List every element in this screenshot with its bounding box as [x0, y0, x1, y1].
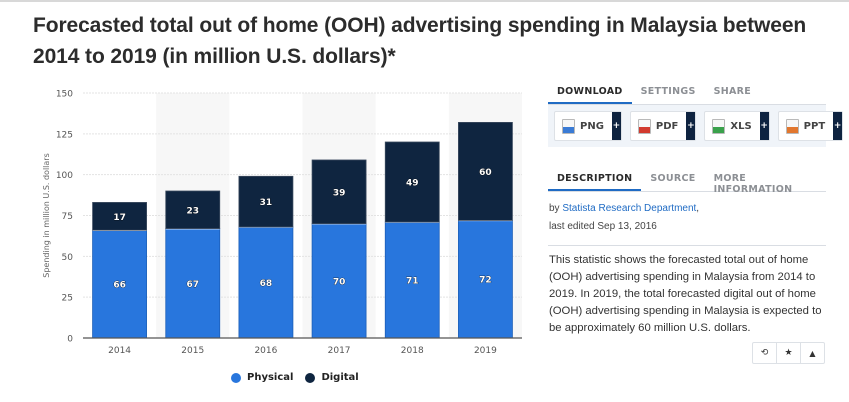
download-png-button[interactable]: PNG +	[554, 111, 622, 141]
star-icon: ★	[784, 348, 793, 358]
data-label: 71	[406, 277, 419, 287]
tab-source[interactable]: SOURCE	[650, 173, 696, 184]
history-button[interactable]: ⟲	[753, 343, 777, 363]
download-buttons: PNG + PDF + XLS + PPT +	[548, 105, 844, 147]
plus-icon[interactable]: +	[611, 112, 621, 140]
author-link[interactable]: Statista Research Department	[562, 203, 697, 214]
legend-item-physical[interactable]: Physical	[231, 372, 293, 383]
legend-label-digital: Digital	[321, 372, 359, 383]
bar-digital	[311, 159, 367, 225]
bar-physical	[165, 228, 221, 339]
bar-physical	[384, 221, 440, 339]
x-tick-label: 2016	[254, 346, 277, 356]
y-tick-label: 75	[62, 212, 73, 222]
page-title: Forecasted total out of home (OOH) adver…	[33, 14, 807, 68]
png-file-icon	[562, 118, 575, 134]
download-ppt-label: PPT	[803, 120, 826, 132]
data-label: 31	[260, 198, 273, 208]
byline: by Statista Research Department, last ed…	[548, 200, 826, 236]
bar-physical	[311, 223, 367, 339]
y-tick-label: 100	[56, 171, 73, 181]
bar-digital	[238, 175, 294, 228]
download-png-label: PNG	[580, 120, 604, 132]
data-label: 70	[333, 277, 346, 287]
y-tick-label: 50	[62, 253, 74, 263]
data-label: 66	[113, 281, 126, 291]
legend-marker-physical	[231, 372, 241, 383]
top-divider	[0, 0, 849, 2]
data-label: 17	[113, 213, 126, 223]
download-xls-label: XLS	[730, 120, 752, 132]
y-axis-title: Spending in million U.S. dollars	[42, 153, 51, 278]
data-label: 60	[479, 168, 492, 178]
info-tabs: DESCRIPTION SOURCE MORE INFORMATION	[548, 167, 826, 195]
chart-legend: Physical Digital	[231, 372, 371, 383]
y-tick-label: 0	[67, 335, 73, 345]
tab-share[interactable]: SHARE	[713, 86, 752, 97]
y-tick-label: 25	[62, 294, 73, 304]
history-icon: ⟲	[760, 348, 769, 358]
ppt-file-icon	[785, 118, 799, 134]
by-prefix: by	[549, 203, 563, 214]
data-label: 72	[479, 276, 492, 286]
bar-digital	[92, 202, 147, 231]
download-ppt-button[interactable]: PPT +	[777, 111, 844, 141]
x-tick-label: 2015	[181, 346, 204, 356]
download-pdf-label: PDF	[655, 120, 679, 132]
divider	[548, 245, 826, 246]
plus-icon[interactable]: +	[686, 112, 696, 140]
tab-more-information[interactable]: MORE INFORMATION	[713, 173, 793, 195]
bar-physical	[92, 229, 147, 339]
tab-settings[interactable]: SETTINGS	[640, 86, 696, 97]
data-label: 68	[260, 279, 273, 289]
plus-icon[interactable]: +	[833, 112, 843, 140]
favorite-button[interactable]: ★	[777, 343, 801, 363]
download-xls-button[interactable]: XLS +	[704, 111, 770, 141]
y-tick-label: 150	[56, 90, 73, 100]
tab-download[interactable]: DOWNLOAD	[548, 80, 632, 104]
download-tabs: DOWNLOAD SETTINGS SHARE	[548, 80, 826, 105]
action-buttons: ⟲ ★ ▲	[752, 342, 825, 364]
legend-marker-digital	[305, 372, 316, 383]
notification-button[interactable]: ▲	[801, 343, 824, 363]
data-label: 23	[186, 206, 199, 216]
data-label: 67	[186, 280, 199, 290]
stacked-bar-chart: 0 25 50 75 100 125 150 Spending in million U.S.…	[0, 80, 540, 402]
last-edited: last edited Sep 13, 2016	[549, 221, 657, 232]
data-label: 49	[406, 179, 419, 189]
bar-digital	[165, 190, 221, 229]
legend-item-digital[interactable]: Digital	[305, 372, 359, 383]
data-label: 39	[333, 188, 346, 198]
bar-physical	[458, 219, 513, 339]
plus-icon[interactable]: +	[759, 112, 769, 140]
pdf-file-icon	[637, 118, 651, 134]
xls-file-icon	[712, 118, 726, 134]
x-tick-label: 2017	[328, 346, 351, 356]
download-pdf-button[interactable]: PDF +	[629, 111, 697, 141]
legend-label-physical: Physical	[247, 372, 294, 383]
tab-description[interactable]: DESCRIPTION	[548, 167, 642, 191]
x-tick-label: 2014	[108, 346, 131, 356]
chart-svg: 0 25 50 75 100 125 150 Spending in million U.S.…	[42, 90, 522, 356]
bell-icon: ▲	[809, 348, 816, 358]
x-tick-label: 2018	[401, 346, 424, 356]
author-suffix: ,	[696, 203, 700, 214]
bar-digital	[458, 122, 513, 221]
x-tick-label: 2019	[474, 346, 497, 356]
description-text: This statistic shows the forecasted tota…	[549, 254, 822, 334]
y-tick-label: 125	[56, 130, 73, 140]
side-panel: DOWNLOAD SETTINGS SHARE PNG + PDF + XLS …	[548, 80, 844, 364]
bar-digital	[384, 141, 440, 223]
